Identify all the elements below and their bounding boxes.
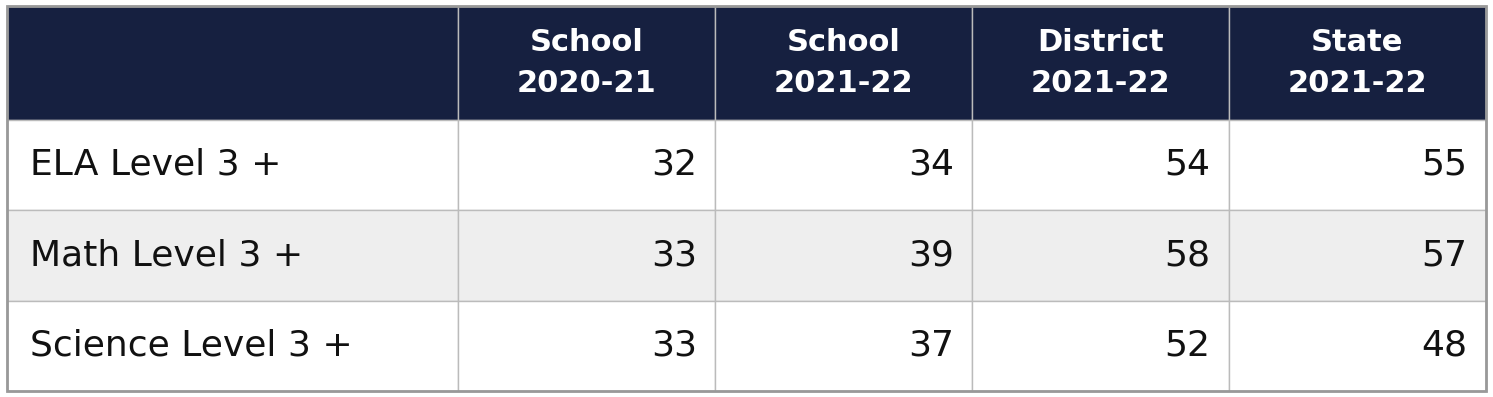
Bar <box>7 119 458 210</box>
Text: 37: 37 <box>908 329 954 363</box>
Bar <box>458 210 715 301</box>
Text: 2020-21: 2020-21 <box>517 69 655 98</box>
Bar <box>715 301 972 391</box>
Bar <box>7 210 458 301</box>
Text: 32: 32 <box>651 148 697 182</box>
Text: District: District <box>1036 28 1163 57</box>
Text: 57: 57 <box>1421 238 1468 272</box>
Bar <box>972 119 1229 210</box>
Text: 58: 58 <box>1165 238 1211 272</box>
Bar <box>1229 210 1486 301</box>
Bar <box>972 210 1229 301</box>
Text: 33: 33 <box>651 238 697 272</box>
Bar <box>715 210 972 301</box>
Text: 2021-22: 2021-22 <box>773 69 914 98</box>
Text: 2021-22: 2021-22 <box>1287 69 1427 98</box>
Bar <box>1229 301 1486 391</box>
Text: 48: 48 <box>1421 329 1468 363</box>
Bar <box>972 6 1229 119</box>
Text: 54: 54 <box>1165 148 1211 182</box>
Text: School: School <box>530 28 643 57</box>
Text: 2021-22: 2021-22 <box>1030 69 1171 98</box>
Text: Math Level 3 +: Math Level 3 + <box>30 238 303 272</box>
Bar <box>458 119 715 210</box>
Text: 34: 34 <box>908 148 954 182</box>
Text: 39: 39 <box>908 238 954 272</box>
Bar <box>972 301 1229 391</box>
Bar <box>7 6 458 119</box>
Text: 33: 33 <box>651 329 697 363</box>
Text: 55: 55 <box>1421 148 1468 182</box>
Text: ELA Level 3 +: ELA Level 3 + <box>30 148 282 182</box>
Text: State: State <box>1311 28 1403 57</box>
Text: School: School <box>787 28 900 57</box>
Bar <box>458 301 715 391</box>
Bar <box>715 6 972 119</box>
Bar <box>1229 119 1486 210</box>
Bar <box>7 301 458 391</box>
Text: 52: 52 <box>1165 329 1211 363</box>
Text: Science Level 3 +: Science Level 3 + <box>30 329 352 363</box>
Bar <box>458 6 715 119</box>
Bar <box>715 119 972 210</box>
Bar <box>1229 6 1486 119</box>
